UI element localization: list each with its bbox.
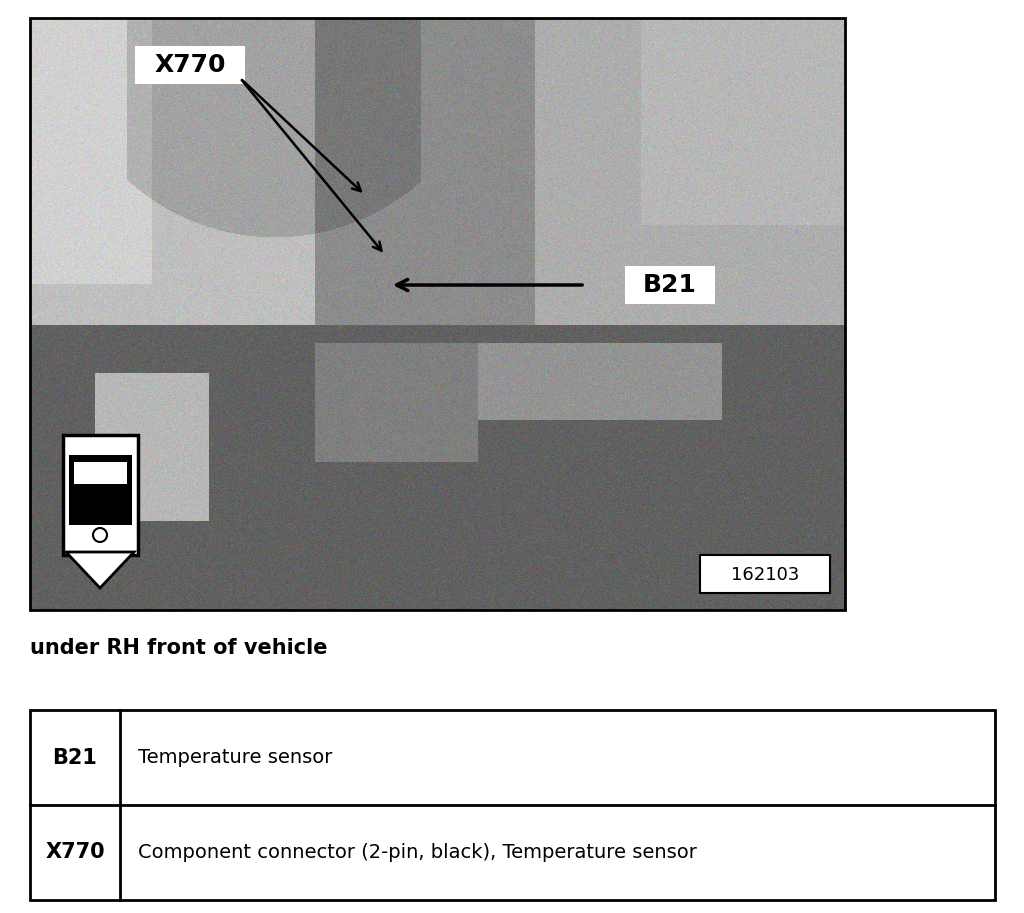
Bar (63, 435, 138, 555)
Text: B21: B21 (52, 748, 97, 768)
Bar (700, 555, 830, 593)
Text: Component connector (2-pin, black), Temperature sensor: Component connector (2-pin, black), Temp… (138, 843, 697, 862)
Bar (74, 462, 127, 484)
Polygon shape (66, 552, 134, 588)
Bar (30, 18, 845, 610)
Bar (30, 710, 995, 900)
Text: Temperature sensor: Temperature sensor (138, 748, 333, 767)
Text: B21: B21 (643, 273, 697, 297)
Bar (135, 46, 245, 84)
Circle shape (93, 528, 106, 542)
Text: under RH front of vehicle: under RH front of vehicle (30, 638, 328, 658)
Text: X770: X770 (155, 53, 225, 77)
Text: 162103: 162103 (731, 566, 799, 584)
Text: X770: X770 (45, 843, 104, 863)
Bar (69, 455, 132, 525)
Bar (625, 266, 715, 304)
